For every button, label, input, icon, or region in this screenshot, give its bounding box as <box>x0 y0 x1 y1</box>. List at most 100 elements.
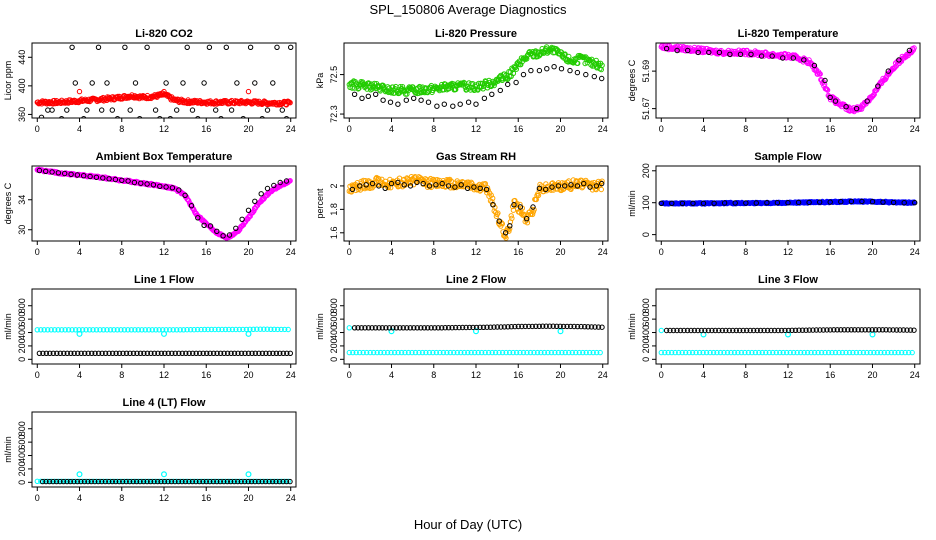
data-point <box>551 64 557 70</box>
data-point <box>239 216 245 223</box>
data-point <box>388 349 394 356</box>
data-point <box>465 349 471 356</box>
x-tick-label: 24 <box>286 247 296 257</box>
data-point <box>691 327 698 334</box>
data-point <box>387 99 394 105</box>
data-point <box>397 325 403 331</box>
data-point <box>492 349 499 356</box>
series-points <box>663 45 913 112</box>
data-point <box>827 199 833 205</box>
data-point <box>45 107 51 113</box>
data-point <box>72 327 79 333</box>
data-point <box>688 327 694 334</box>
data-point <box>150 182 157 188</box>
band-point <box>360 177 366 184</box>
data-point <box>466 324 473 331</box>
data-point <box>441 101 447 107</box>
data-point <box>163 80 169 86</box>
data-point <box>64 478 70 485</box>
plot-area <box>346 44 605 109</box>
data-point <box>163 184 169 190</box>
series-points <box>36 167 290 239</box>
data-point <box>487 324 494 330</box>
data-point <box>795 199 802 206</box>
data-point <box>226 232 233 238</box>
data-point <box>102 478 109 485</box>
data-point <box>594 349 600 356</box>
band-point <box>488 192 494 198</box>
x-tick-label: 16 <box>201 247 211 257</box>
data-point <box>705 327 712 334</box>
x-tick-label: 8 <box>431 247 436 257</box>
data-point <box>242 350 248 356</box>
data-point <box>287 478 293 485</box>
plot-area <box>658 327 917 356</box>
panel-frame <box>31 411 297 488</box>
data-point <box>148 350 154 356</box>
data-point <box>256 350 262 356</box>
band-point <box>598 186 604 193</box>
data-point <box>541 349 548 356</box>
data-point <box>207 350 213 356</box>
y-axis-label: ml/min <box>627 313 637 340</box>
y-tick-label: 400 <box>17 448 27 463</box>
data-point <box>269 478 276 485</box>
data-point <box>850 349 856 356</box>
data-point <box>55 327 61 333</box>
x-tick-label: 8 <box>119 247 124 257</box>
data-point <box>221 350 227 356</box>
data-point <box>99 478 105 485</box>
data-point <box>113 350 119 356</box>
data-point <box>445 183 452 189</box>
data-point <box>106 176 112 182</box>
data-point <box>402 349 408 356</box>
data-point <box>186 350 192 356</box>
data-point <box>278 326 284 333</box>
data-point <box>501 324 508 330</box>
data-point <box>745 349 752 356</box>
series-flow-b <box>663 327 917 334</box>
data-point <box>179 350 186 356</box>
outlier-point <box>161 471 168 478</box>
data-point <box>686 349 692 356</box>
data-point <box>120 350 126 356</box>
x-tick-label: 4 <box>389 124 394 134</box>
x-tick-label: 12 <box>471 247 481 257</box>
data-point <box>754 327 760 334</box>
band-point <box>518 61 524 68</box>
data-point <box>843 349 849 356</box>
data-point <box>473 101 479 107</box>
data-point <box>405 349 412 356</box>
series-points <box>349 179 605 236</box>
data-point <box>744 327 750 334</box>
data-point <box>113 478 119 485</box>
data-point <box>86 327 93 333</box>
data-point <box>832 98 839 104</box>
data-point <box>89 350 95 356</box>
data-point <box>247 44 254 50</box>
y-tick-label: 200 <box>17 461 27 476</box>
data-point <box>81 173 87 179</box>
data-point <box>496 218 502 224</box>
data-point <box>189 107 196 113</box>
data-point <box>259 116 265 118</box>
data-point <box>804 349 811 356</box>
panel-title: Ambient Box Temperature <box>96 151 233 163</box>
data-point <box>677 327 684 334</box>
data-point <box>34 327 40 333</box>
data-point <box>581 180 587 187</box>
data-point <box>472 349 478 356</box>
data-point <box>789 327 795 333</box>
data-point <box>400 325 406 331</box>
data-point <box>886 327 893 333</box>
x-tick-label: 24 <box>910 124 920 134</box>
data-point <box>544 66 550 72</box>
data-point <box>792 327 799 333</box>
data-point <box>59 327 65 333</box>
data-point <box>360 349 366 356</box>
data-point <box>162 350 168 356</box>
data-point <box>89 80 95 86</box>
data-point <box>68 350 74 356</box>
data-point <box>674 47 680 54</box>
y-tick-label: 800 <box>17 421 27 436</box>
